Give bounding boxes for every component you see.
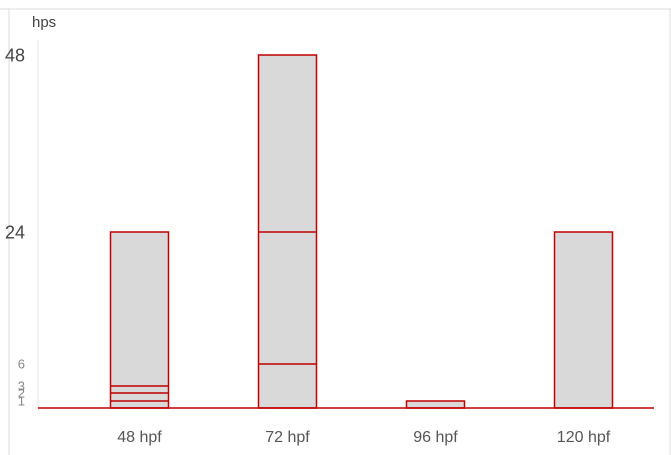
bar-96-hpf <box>405 400 466 409</box>
y-ticks: 123 6 24 48 <box>5 45 25 408</box>
bars-layer <box>109 54 614 409</box>
y-tick-label: 1 <box>18 394 25 409</box>
y-tick-label: 3 <box>18 379 25 394</box>
x-tick-label: 120 hpf <box>557 429 611 446</box>
bar-120-hpf <box>553 231 614 409</box>
x-ticks: 48 hpf 72 hpf 96 hpf 120 hpf <box>117 429 610 446</box>
y-axis-label: hps <box>32 14 56 31</box>
y-tick-label: 48 <box>5 45 25 65</box>
x-tick-label: 72 hpf <box>265 429 310 446</box>
x-tick-label: 48 hpf <box>117 429 162 446</box>
y-tick-label: 6 <box>18 357 25 372</box>
y-tick-label: 24 <box>5 222 25 242</box>
bar-48-hpf <box>109 231 170 409</box>
x-tick-label: 96 hpf <box>413 429 458 446</box>
y-tick-label: 2 <box>18 386 25 401</box>
